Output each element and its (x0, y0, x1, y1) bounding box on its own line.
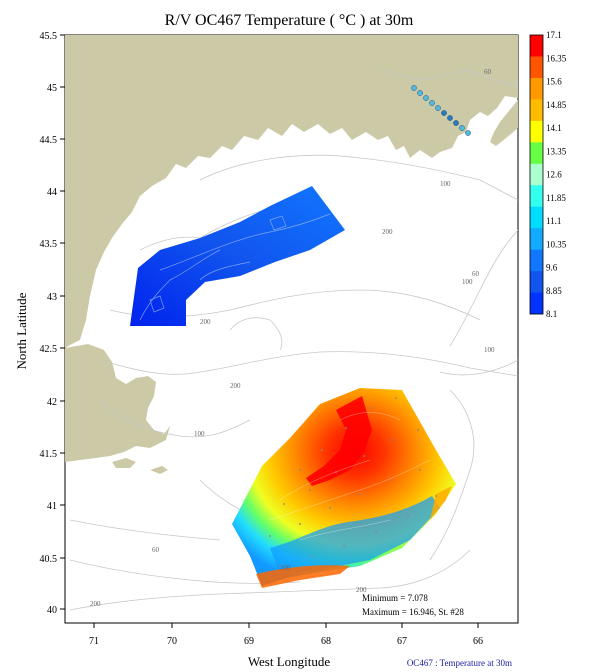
contour-label: 100 (440, 180, 451, 188)
colorbar-label: 9.6 (546, 263, 558, 273)
colorbar-label: 14.1 (546, 123, 562, 133)
contour-label: 60 (484, 68, 492, 76)
x-axis-title: West Longitude (248, 654, 331, 669)
gulf-of-maine-field (130, 186, 345, 326)
y-axis: 45.5 45 44.5 44 43.5 43 42.5 42 41.5 41 … (40, 31, 65, 616)
colorbar-swatch (530, 35, 543, 57)
colorbar-label: 17.1 (546, 30, 562, 40)
colorbar-label: 14.85 (546, 100, 567, 110)
land-massachusetts (65, 344, 170, 462)
contour-label: 200 (90, 600, 101, 608)
x-tick-label: 68 (321, 636, 331, 647)
colorbar-frame (529, 34, 544, 315)
map-title: R/V OC467 Temperature ( °C ) at 30m (165, 12, 414, 29)
contour-label: 200 (200, 318, 211, 326)
land-marthas-vineyard (112, 458, 136, 468)
colorbar-label: 11.1 (546, 216, 561, 226)
y-tick-label: 45.5 (40, 31, 58, 42)
contour-label: 100 (484, 346, 495, 354)
y-tick-label: 44 (47, 187, 57, 198)
colorbar-swatch (530, 292, 543, 315)
x-tick-label: 67 (397, 636, 407, 647)
georges-bank-contours (269, 412, 431, 541)
georges-bank-cool-zone (270, 496, 440, 574)
y-tick-label: 41 (47, 501, 57, 512)
y-tick-label: 42.5 (40, 344, 58, 355)
colorbar-swatch (530, 185, 543, 207)
contour-label: 60 (472, 270, 480, 278)
y-axis-title: North Latitude (14, 292, 29, 369)
colorbar-swatch (530, 249, 543, 272)
colorbar-swatch (530, 99, 543, 122)
contour-label: 60 (152, 546, 160, 554)
land-nantucket (150, 466, 168, 474)
georges-bank-warm-edge (256, 565, 350, 588)
contour-label: 100 (194, 430, 205, 438)
colorbar-label: 10.35 (546, 239, 567, 249)
colorbar-swatch (530, 206, 543, 229)
georges-bank-warm-edge-east (430, 486, 452, 520)
y-tick-label: 45 (47, 83, 57, 94)
colorbar-label: 8.85 (546, 286, 562, 296)
y-tick-label: 40 (47, 605, 57, 616)
y-tick-label: 44.5 (40, 135, 58, 146)
colorbar-label: 13.35 (546, 146, 567, 156)
maximum-readout: Maximum = 16.946, St. #28 (362, 607, 464, 617)
georges-bank-hot-core (306, 396, 372, 486)
y-tick-label: 41.5 (40, 449, 58, 460)
colorbar-label: 11.85 (546, 193, 566, 203)
contour-label: 200 (230, 382, 241, 390)
colorbar-swatch (530, 120, 543, 143)
contour-label: 200 (356, 586, 367, 594)
x-tick-label: 69 (244, 636, 254, 647)
colorbar-label: 8.1 (546, 309, 557, 319)
y-tick-label: 40.5 (40, 554, 58, 565)
colorbar-swatch (530, 271, 543, 293)
colorbar: 17.1 16.35 15.6 14.85 14.1 13.35 12.6 11.85 11.1… (529, 30, 567, 319)
colorbar-swatch (530, 142, 543, 165)
contour-label: 100 (280, 564, 291, 572)
station-markers (268, 396, 438, 568)
colorbar-label: 12.6 (546, 170, 562, 180)
land-nova-scotia (490, 100, 518, 146)
colorbar-swatch (530, 163, 543, 186)
y-tick-label: 43.5 (40, 239, 58, 250)
minimum-readout: Minimum = 7.078 (362, 593, 428, 603)
contour-labels: 60 100 200 200 100 200 100 100 60 100 20… (90, 68, 495, 608)
x-tick-label: 66 (473, 636, 483, 647)
footer-caption: OC467 : Temperature at 30m (407, 658, 512, 668)
y-tick-label: 43 (47, 292, 57, 303)
y-tick-label: 42 (47, 397, 57, 408)
colorbar-swatch (530, 228, 543, 250)
colorbar-label: 15.6 (546, 77, 562, 87)
contour-label: 200 (382, 228, 393, 236)
land-north (65, 35, 518, 348)
x-tick-label: 70 (167, 636, 177, 647)
gulf-of-maine-contours (139, 213, 331, 321)
x-tick-label: 71 (89, 636, 99, 647)
colorbar-swatch (530, 77, 543, 100)
x-axis: 71 70 69 68 67 66 (89, 623, 483, 647)
contour-label: 100 (462, 278, 473, 286)
colorbar-swatch (530, 56, 543, 79)
transect-stations (411, 85, 471, 136)
colorbar-label: 16.35 (546, 53, 567, 63)
